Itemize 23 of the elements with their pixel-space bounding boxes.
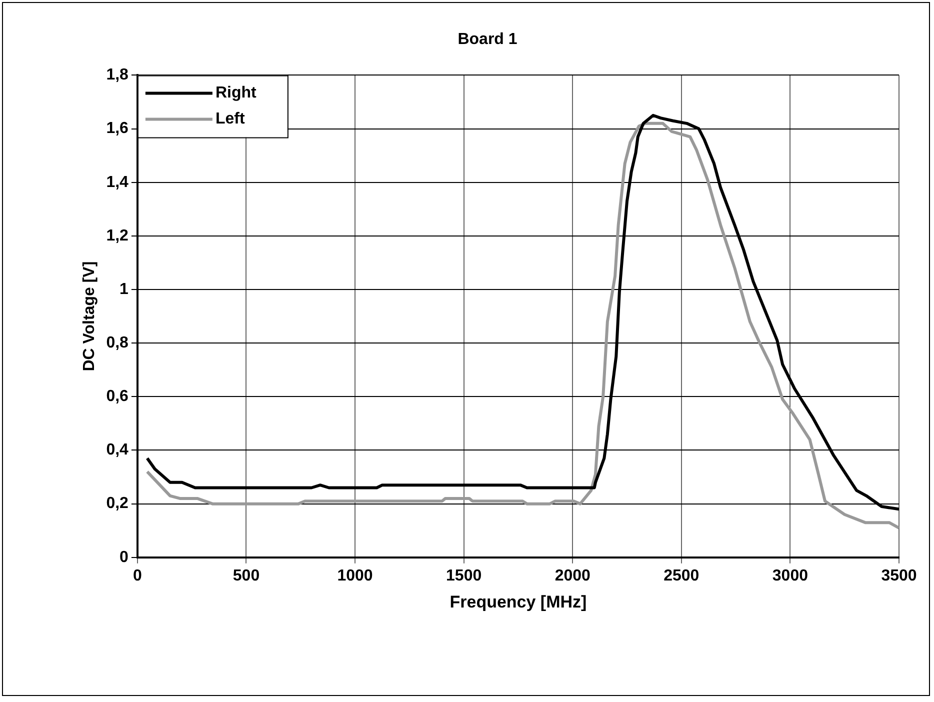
y-tick-label: 0,8	[106, 334, 129, 352]
x-tick-label: 2500	[664, 567, 700, 584]
x-tick-label: 2000	[554, 567, 591, 584]
chart-title: Board 1	[458, 31, 518, 48]
y-tick-label: 0,2	[106, 495, 129, 512]
y-tick-label: 0,4	[106, 442, 129, 459]
y-tick-label: 0,6	[106, 388, 129, 406]
y-tick-label: 1,2	[106, 227, 129, 244]
y-tick-label: 0	[120, 548, 129, 566]
x-tick-label: 500	[232, 567, 260, 584]
x-axis-title: Frequency [MHz]	[450, 592, 587, 612]
x-tick-label: 3500	[881, 567, 917, 584]
legend-label: Left	[215, 110, 246, 128]
x-tick-label: 3000	[772, 567, 808, 584]
y-tick-label: 1,6	[106, 120, 129, 138]
y-axis-title: DC Voltage [V]	[81, 261, 98, 372]
y-tick-label: 1,8	[106, 66, 129, 84]
x-tick-label: 1000	[337, 567, 373, 584]
x-tick-label: 0	[132, 567, 142, 584]
y-tick-label: 1,4	[106, 174, 129, 191]
y-tick-label: 1	[120, 280, 129, 298]
x-tick-label: 1500	[446, 567, 482, 584]
legend-label: Right	[215, 84, 257, 102]
